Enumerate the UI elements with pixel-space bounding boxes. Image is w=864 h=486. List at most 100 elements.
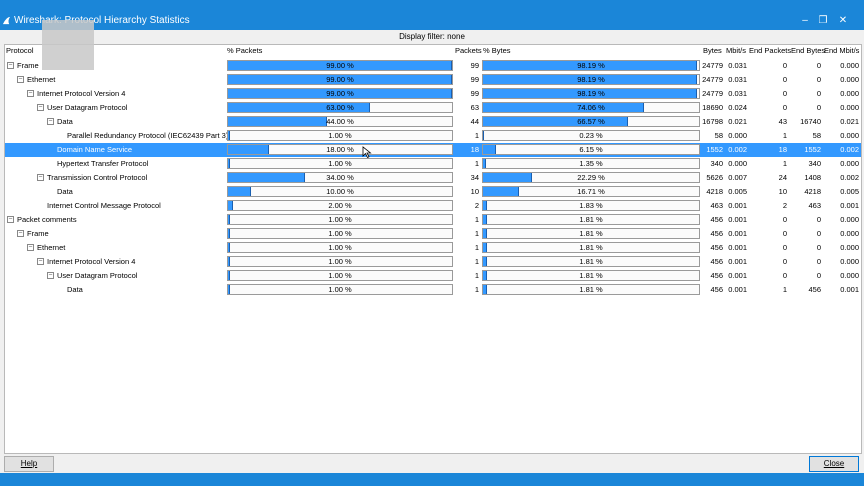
pct-packets-bar: 1.00 %: [227, 214, 453, 225]
mbits-value: 0.000: [728, 159, 747, 168]
collapse-toggle-icon[interactable]: –: [37, 174, 44, 181]
pct-bytes-bar-fill: [483, 201, 487, 210]
column-header-pct-bytes[interactable]: % Bytes: [483, 46, 511, 55]
close-button[interactable]: Close: [809, 456, 859, 472]
help-button[interactable]: Help: [4, 456, 54, 472]
packets-value: 10: [470, 187, 479, 196]
end-packets-value: 43: [778, 117, 787, 126]
table-row[interactable]: – Frame 1.00 % 1.81 % 1 456 0.001 0 0 0.000: [5, 227, 861, 241]
pct-bytes-bar-fill: [483, 103, 645, 112]
collapse-toggle-icon[interactable]: –: [47, 272, 54, 279]
pct-bytes-bar-text: 66.57 %: [577, 117, 605, 126]
wireshark-fin-icon: [2, 16, 11, 25]
collapse-toggle-icon[interactable]: –: [27, 90, 34, 97]
column-header-packets[interactable]: Packets: [455, 46, 482, 55]
mbits-value: 0.024: [728, 103, 747, 112]
column-header-pct-packets[interactable]: % Packets: [227, 46, 263, 55]
end-bytes-value: 1552: [804, 145, 821, 154]
collapse-toggle-icon[interactable]: –: [37, 104, 44, 111]
column-header-protocol[interactable]: Protocol: [6, 46, 34, 55]
protocol-name: Packet comments: [17, 215, 77, 224]
table-row[interactable]: Internet Control Message Protocol 2.00 % 1…: [5, 199, 861, 213]
pct-bytes-bar-text: 1.81 %: [579, 229, 603, 238]
mbits-value: 0.001: [728, 257, 747, 266]
table-row[interactable]: Domain Name Service 18.00 % 6.15 % 18 1552 0.…: [5, 143, 861, 157]
pct-packets-bar: 1.00 %: [227, 284, 453, 295]
end-mbits-value: 0.002: [840, 145, 859, 154]
table-row[interactable]: – Packet comments 1.00 % 1.81 % 1 456 0.001 0 0 0…: [5, 213, 861, 227]
table-row[interactable]: – Ethernet 1.00 % 1.81 % 1 456 0.001 0 0 0.000: [5, 241, 861, 255]
collapse-toggle-icon[interactable]: –: [27, 244, 34, 251]
table-row[interactable]: – Internet Protocol Version 4 1.00 % 1.81 %…: [5, 255, 861, 269]
table-row[interactable]: Parallel Redundancy Protocol (IEC62439 P…: [5, 129, 861, 143]
close-icon[interactable]: ✕: [838, 15, 848, 26]
table-row[interactable]: – User Datagram Protocol 1.00 % 1.81 % 1 456 0…: [5, 269, 861, 283]
pct-packets-bar: 10.00 %: [227, 186, 453, 197]
minimize-icon[interactable]: –: [802, 15, 808, 26]
end-bytes-value: 4218: [804, 187, 821, 196]
end-mbits-value: 0.000: [840, 229, 859, 238]
table-row[interactable]: – Ethernet 99.00 % 98.19 % 99 24779 0.031 0 0 0.0…: [5, 73, 861, 87]
end-mbits-value: 0.000: [840, 75, 859, 84]
pct-bytes-bar: 98.19 %: [482, 60, 700, 71]
pct-bytes-bar: 1.81 %: [482, 228, 700, 239]
end-bytes-value: 0: [816, 103, 821, 112]
table-row[interactable]: Data 10.00 % 16.71 % 10 4218 0.005 10 4218 0.005: [5, 185, 861, 199]
pct-bytes-bar-text: 98.19 %: [577, 61, 605, 70]
table-row[interactable]: – User Datagram Protocol 63.00 % 74.06 % 63 1…: [5, 101, 861, 115]
protocol-name: Parallel Redundancy Protocol (IEC62439 P…: [67, 131, 229, 140]
protocol-hierarchy-table[interactable]: Protocol % Packets Packets % Bytes Bytes…: [4, 44, 862, 454]
protocol-name: Internet Control Message Protocol: [47, 201, 161, 210]
mbits-value: 0.021: [728, 117, 747, 126]
table-row[interactable]: – Internet Protocol Version 4 99.00 % 98.19…: [5, 87, 861, 101]
dialog-body: Display filter: none Protocol % Packets …: [0, 30, 864, 473]
end-mbits-value: 0.000: [840, 271, 859, 280]
collapse-toggle-icon[interactable]: –: [17, 230, 24, 237]
pct-bytes-bar-fill: [483, 117, 629, 126]
maximize-icon[interactable]: ❐: [818, 15, 828, 26]
collapse-toggle-icon[interactable]: –: [17, 76, 24, 83]
pct-packets-bar: 99.00 %: [227, 88, 453, 99]
mbits-value: 0.007: [728, 173, 747, 182]
end-bytes-value: 0: [816, 75, 821, 84]
pct-bytes-bar-text: 1.81 %: [579, 285, 603, 294]
pct-bytes-bar: 98.19 %: [482, 74, 700, 85]
pct-bytes-bar: 1.35 %: [482, 158, 700, 169]
column-header-mbits[interactable]: Mbit/s: [726, 46, 747, 55]
collapse-toggle-icon[interactable]: –: [7, 216, 14, 223]
pct-packets-bar-text: 44.00 %: [326, 117, 354, 126]
end-bytes-value: 0: [816, 229, 821, 238]
end-bytes-value: 463: [808, 201, 821, 210]
collapse-toggle-icon[interactable]: –: [7, 62, 14, 69]
protocol-name: Data: [57, 187, 73, 196]
pct-packets-bar-fill: [228, 89, 452, 98]
pct-packets-bar-text: 1.00 %: [328, 285, 352, 294]
packets-value: 1: [474, 271, 479, 280]
table-row[interactable]: – Data 44.00 % 66.57 % 44 16798 0.021 43 16740 0.…: [5, 115, 861, 129]
table-row[interactable]: – Frame 99.00 % 98.19 % 99 24779 0.031 0 0 0.000: [5, 59, 861, 73]
protocol-name: User Datagram Protocol: [57, 271, 138, 280]
end-mbits-value: 0.000: [840, 243, 859, 252]
table-row[interactable]: – Transmission Control Protocol 34.00 % 22.…: [5, 171, 861, 185]
pct-packets-bar: 63.00 %: [227, 102, 453, 113]
pct-packets-bar: 1.00 %: [227, 158, 453, 169]
mbits-value: 0.031: [728, 75, 747, 84]
collapse-toggle-icon[interactable]: –: [37, 258, 44, 265]
pct-bytes-bar-text: 1.83 %: [579, 201, 603, 210]
column-header-bytes[interactable]: Bytes: [703, 46, 722, 55]
end-packets-value: 0: [782, 61, 787, 70]
title-bar[interactable]: Wireshark: Protocol Hierarchy Statistics…: [0, 12, 864, 30]
column-header-end-mbits[interactable]: End Mbit/s: [824, 46, 860, 55]
pct-bytes-bar-text: 22.29 %: [577, 173, 605, 182]
collapse-toggle-icon[interactable]: –: [47, 118, 54, 125]
end-mbits-value: 0.001: [840, 201, 859, 210]
pct-packets-bar-fill: [228, 215, 231, 224]
table-row[interactable]: Hypertext Transfer Protocol 1.00 % 1.35 % 1…: [5, 157, 861, 171]
table-row[interactable]: Data 1.00 % 1.81 % 1 456 0.001 1 456 0.001: [5, 283, 861, 297]
end-bytes-value: 58: [812, 131, 821, 140]
column-header-end-bytes[interactable]: End Bytes: [791, 46, 826, 55]
pct-packets-bar-fill: [228, 117, 328, 126]
protocol-name: Data: [57, 117, 73, 126]
column-header-end-packets[interactable]: End Packets: [749, 46, 792, 55]
bytes-value: 58: [714, 131, 723, 140]
